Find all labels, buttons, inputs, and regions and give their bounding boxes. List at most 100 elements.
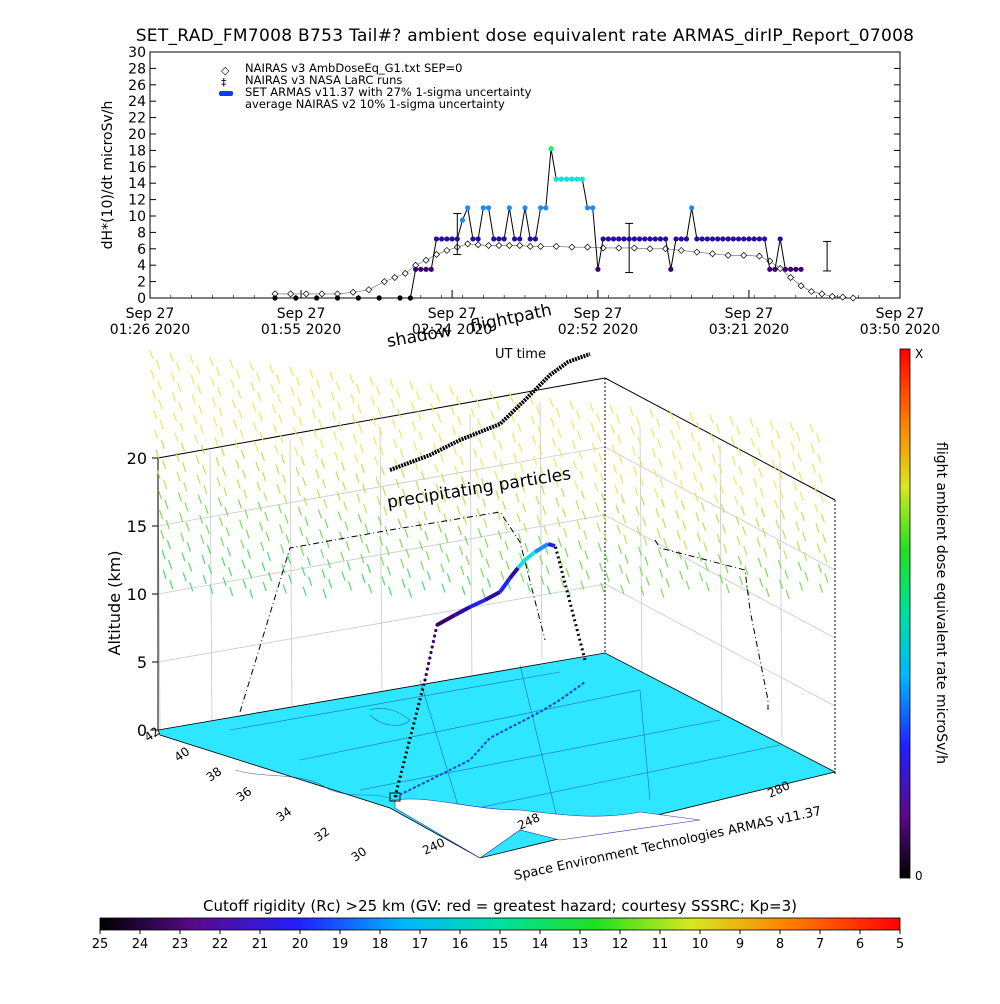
precip-particle [391, 418, 396, 428]
precip-particle [153, 409, 158, 420]
precip-particle [336, 491, 341, 501]
precip-particle [540, 485, 545, 495]
armas-point [751, 236, 757, 242]
precip-particle [709, 414, 714, 424]
precip-particle [800, 511, 805, 521]
nairas-point [391, 274, 399, 281]
armas-point [694, 236, 700, 242]
flightpath-point [434, 628, 438, 633]
flightpath-point [429, 650, 433, 655]
precip-particle [323, 499, 328, 509]
precip-particle [550, 417, 555, 428]
precip-particle [339, 441, 344, 451]
armas-point [543, 205, 549, 211]
precip-particle [582, 510, 587, 520]
precip-particle [759, 487, 764, 498]
precip-particle [818, 473, 823, 483]
precip-particle [505, 560, 510, 570]
x-tick-label-date: Sep 27 [725, 306, 774, 322]
precip-particle [241, 559, 246, 569]
precip-particle [431, 423, 436, 433]
precip-particle [262, 581, 267, 592]
precip-particle [500, 480, 505, 490]
armas-point [485, 205, 492, 211]
armas-point [584, 205, 591, 211]
precip-particle [676, 420, 681, 430]
precip-particle [481, 588, 486, 598]
precip-particle [780, 509, 785, 520]
nairas-point [552, 242, 560, 250]
precip-particle [765, 587, 770, 598]
armas-point [517, 236, 523, 242]
shadow-label: shadow [385, 321, 453, 352]
precip-particle [214, 437, 219, 447]
x-tick-label-time: 02:24 2020 [412, 322, 492, 338]
precip-particle [576, 520, 581, 530]
precip-particle [714, 494, 719, 504]
precip-particle [365, 543, 370, 554]
precip-particle [602, 512, 607, 522]
precip-particle [660, 498, 665, 508]
precip-particle [278, 414, 283, 424]
precip-particle [149, 349, 154, 360]
precip-particle [718, 464, 723, 474]
precip-particle [816, 433, 821, 443]
flightpath-segment [547, 542, 556, 548]
precip-particle [614, 484, 619, 494]
precip-particle [793, 481, 798, 491]
precip-particle [764, 567, 769, 578]
precip-particle [557, 537, 562, 548]
nairas-point [422, 256, 430, 264]
precip-particle [226, 547, 231, 557]
precip-particle [814, 503, 819, 513]
legend-diamond-symbol: ◇ [221, 64, 230, 77]
flightpath-point [424, 672, 428, 677]
precip-particle [437, 413, 442, 423]
armas-point [746, 236, 752, 242]
precip-particle [444, 533, 449, 543]
precip-particle [200, 444, 205, 454]
precip-particle [731, 455, 736, 466]
precip-particle [777, 559, 782, 570]
precip-particle [269, 364, 274, 374]
armas-point [470, 236, 476, 242]
armas-point [293, 295, 299, 301]
rigidity-tick-label: 6 [856, 937, 864, 952]
precip-particle [426, 571, 431, 581]
precip-particle [824, 573, 829, 583]
precip-particle [424, 531, 429, 541]
precip-particle [485, 558, 490, 568]
precip-particle [229, 359, 234, 369]
x-tick-label-date: Sep 27 [277, 306, 326, 322]
colorbar-top-label: X [915, 347, 923, 361]
colorbar-label: flight ambient dose equivalent rate micr… [933, 442, 949, 764]
precip-particle [757, 447, 762, 458]
nairas-point [776, 264, 784, 272]
precip-particle [390, 398, 395, 408]
precip-particle [416, 391, 421, 401]
precip-particle [196, 364, 201, 374]
rigidity-tick-label: 18 [372, 937, 389, 952]
nairas-point [807, 287, 815, 295]
precip-particle [219, 427, 224, 437]
rigidity-tick-label: 15 [492, 937, 509, 952]
precip-particle [260, 541, 265, 552]
precip-particle [591, 442, 596, 452]
precip-particle [738, 465, 743, 476]
precip-particle [560, 577, 565, 588]
precip-particle [250, 381, 255, 392]
precip-particle [289, 366, 294, 376]
precip-particle [479, 458, 484, 468]
rigidity-tick-label: 9 [736, 937, 744, 952]
precip-particle [230, 379, 235, 389]
precip-particle [515, 493, 520, 503]
precip-particle [389, 378, 394, 388]
precip-particle [197, 494, 202, 504]
precip-particle [337, 401, 342, 411]
precip-particle [346, 561, 351, 571]
precip-particle [364, 523, 369, 534]
precip-particle [751, 457, 756, 468]
precip-particle [240, 449, 245, 459]
precip-particle [246, 549, 251, 559]
